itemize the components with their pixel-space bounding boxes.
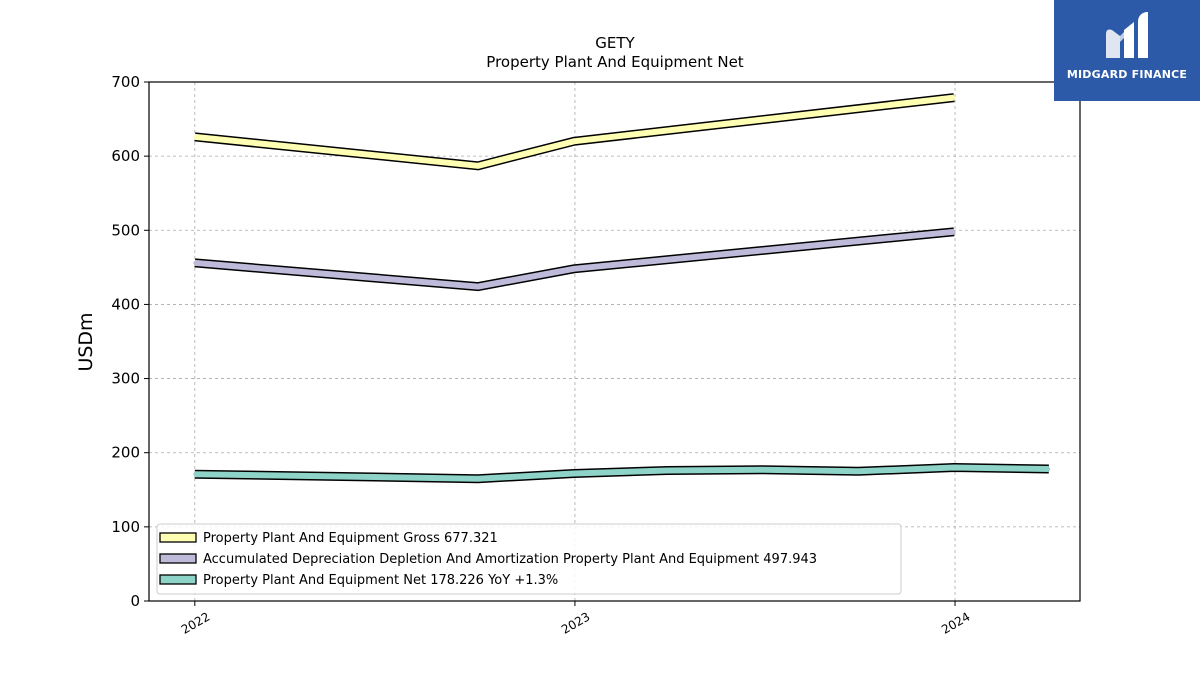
y-tick-label: 500 (111, 221, 140, 239)
data-point (476, 164, 480, 168)
series-layer (193, 93, 1051, 484)
y-tick-label: 400 (111, 295, 140, 313)
legend: Property Plant And Equipment Gross 677.3… (156, 523, 902, 595)
legend-label: Property Plant And Equipment Net 178.226… (203, 573, 558, 588)
data-point (952, 466, 956, 469)
legend-box (156, 523, 902, 595)
brand-name: MIDGARD FINANCE (1066, 68, 1188, 81)
series-2 (193, 227, 956, 292)
x-tick-label: 2024 (939, 609, 972, 636)
series-line (194, 94, 955, 169)
data-point (193, 261, 197, 265)
data-point (476, 477, 480, 481)
data-point (760, 468, 764, 472)
chart-title: GETY (595, 34, 635, 52)
series-line (194, 464, 1049, 482)
y-tick-label: 200 (111, 444, 140, 462)
legend-label: Accumulated Depreciation Depletion And A… (203, 552, 817, 567)
data-point (572, 472, 576, 475)
y-tick-label: 600 (111, 147, 140, 165)
mf-monogram-icon (1106, 12, 1148, 58)
y-tick-label: 700 (111, 73, 140, 91)
legend-swatch (159, 553, 197, 564)
legend-swatch (159, 574, 197, 585)
y-tick-label: 300 (111, 370, 140, 388)
data-point (1047, 467, 1051, 471)
brand-logo: MIDGARD FINANCE (1054, 0, 1200, 101)
y-tick-label: 0 (130, 592, 140, 610)
x-tick-label: 2022 (179, 609, 212, 636)
data-point (572, 267, 576, 271)
chart-subtitle: Property Plant And Equipment Net (486, 53, 743, 71)
series-line (194, 228, 955, 290)
plot-frame (148, 81, 1081, 602)
series-3 (193, 462, 1051, 484)
data-point (856, 469, 860, 473)
legend-label: Property Plant And Equipment Gross 677.3… (203, 531, 498, 546)
data-point (952, 230, 956, 234)
x-tick-label: 2023 (559, 609, 592, 636)
legend-swatch (159, 532, 197, 543)
grid (149, 81, 1080, 602)
data-point (952, 96, 956, 100)
y-tick-label: 100 (111, 518, 140, 536)
y-axis-label: USDm (75, 312, 97, 371)
data-point (476, 285, 480, 289)
data-point (193, 472, 197, 476)
series-1 (193, 93, 956, 171)
data-point (572, 139, 576, 143)
data-point (193, 135, 197, 139)
data-point (666, 469, 670, 472)
